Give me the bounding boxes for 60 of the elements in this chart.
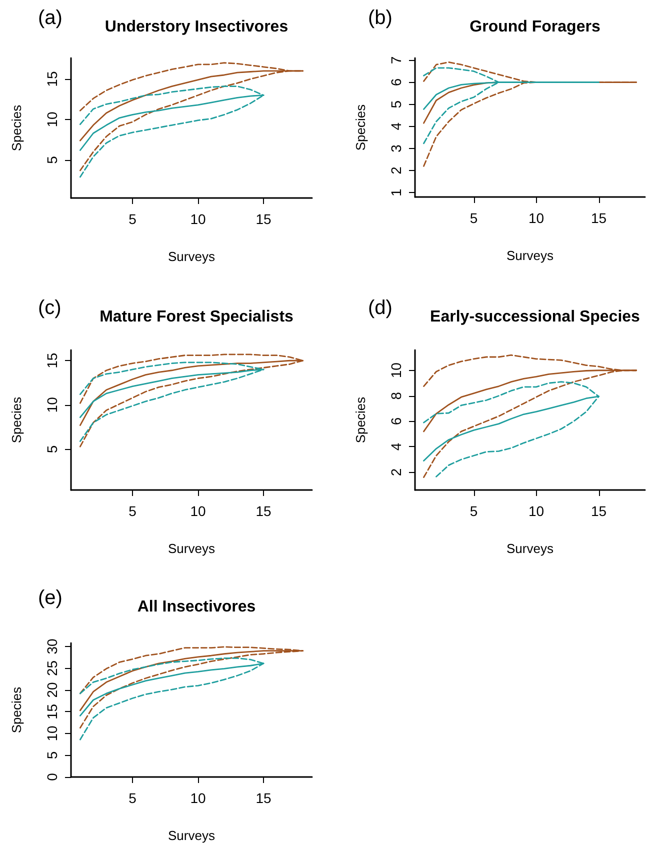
y-tick-label: 10 [44,396,60,413]
y-tick-label: 25 [44,660,60,676]
y-tick-label: 2 [388,166,404,174]
chart-title: Early-successional Species [430,308,640,326]
text: (d) [368,297,392,319]
x-tick-label: 5 [128,503,137,519]
x-axis-title: Surveys [168,541,216,556]
x-axis-title: Surveys [506,541,554,556]
x-tick-label: 10 [190,790,206,806]
x-tick-label: 15 [590,503,607,519]
x-tick-label: 15 [256,503,272,519]
chart-title: Ground Foragers [470,18,600,36]
y-tick-label: 5 [44,156,60,164]
y-tick-label: 10 [44,725,60,742]
x-tick-label: 10 [190,503,206,519]
y-tick-label: 0 [44,772,60,781]
chart-title: Understory Insectivores [104,18,288,36]
y-tick-label: 5 [44,445,60,454]
y-tick-label: 15 [44,352,60,368]
y-axis-title: Species [353,104,368,151]
y-tick-label: 1 [388,188,404,196]
text: (c) [38,297,62,319]
y-tick-label: 2 [388,468,404,476]
y-tick-label: 7 [388,56,404,64]
y-tick-label: 10 [44,112,60,128]
y-axis-title: Species [353,396,368,444]
y-tick-label: 15 [44,71,60,87]
x-tick-label: 5 [470,503,478,519]
x-tick-label: 15 [256,211,272,227]
x-tick-label: 5 [470,210,478,226]
text: (e) [38,587,62,609]
x-tick-label: 10 [528,210,544,226]
x-tick-label: 15 [590,210,607,226]
chart-title: All Insectivores [137,598,256,616]
text: (a) [38,7,62,29]
y-tick-label: 30 [44,638,60,654]
text: (b) [368,7,392,29]
y-axis-title: Species [9,104,24,152]
y-tick-label: 10 [388,362,404,378]
x-axis-title: Surveys [168,249,216,264]
y-tick-label: 15 [44,704,60,720]
y-tick-label: 5 [388,100,404,108]
chart-title: Mature Forest Specialists [100,308,294,326]
y-tick-label: 3 [388,144,404,152]
x-tick-label: 5 [128,211,137,227]
x-tick-label: 15 [256,790,272,806]
y-tick-label: 8 [388,392,404,400]
x-tick-label: 5 [128,790,137,806]
y-axis-title: Species [9,686,24,734]
y-tick-label: 6 [388,78,404,86]
y-axis-title: Species [9,396,24,444]
x-axis-title: Surveys [506,248,554,263]
y-tick-label: 4 [388,442,404,451]
x-axis-title: Surveys [168,828,216,843]
y-tick-label: 5 [44,751,60,760]
x-tick-label: 10 [528,503,544,519]
x-tick-label: 10 [190,211,206,227]
y-tick-label: 20 [44,682,60,698]
y-tick-label: 6 [388,417,404,426]
y-tick-label: 4 [388,122,404,130]
